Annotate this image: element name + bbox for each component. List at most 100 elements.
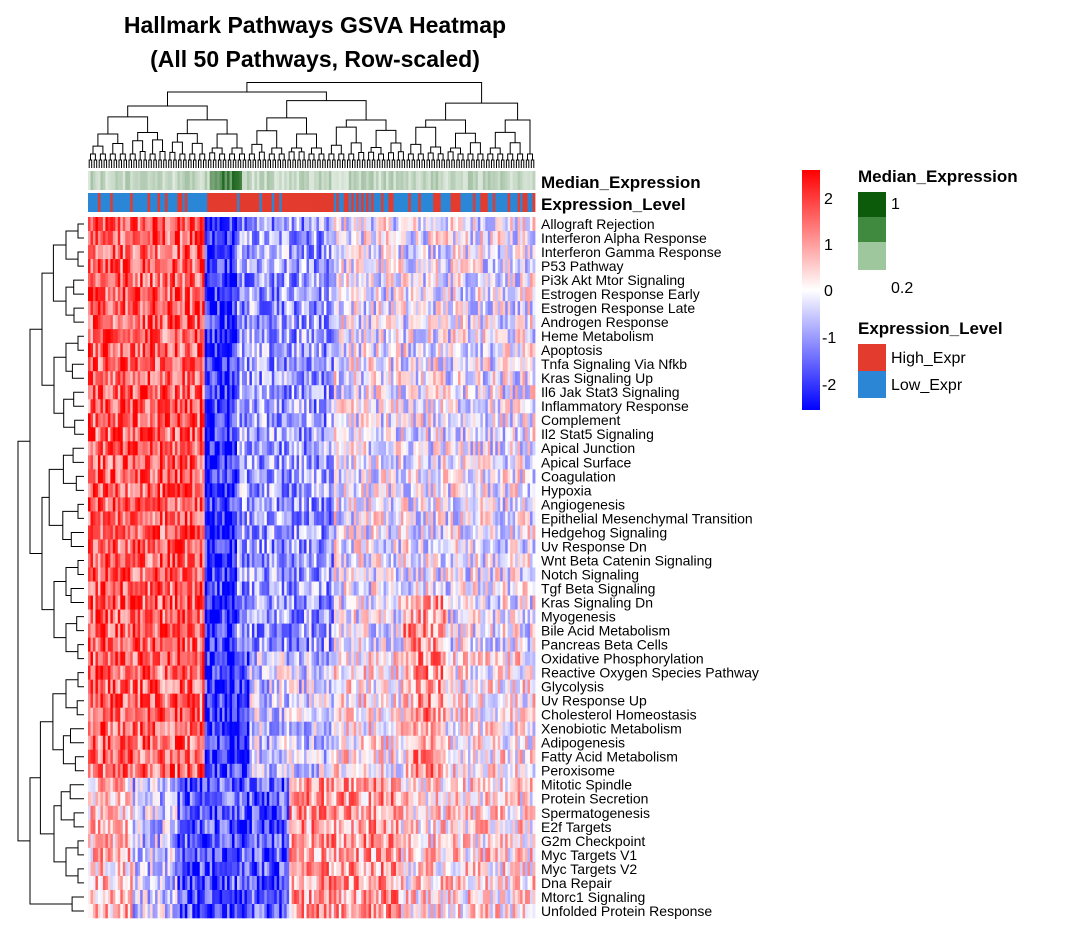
heatmap-cell: [241, 497, 245, 512]
heatmap-cell: [120, 371, 124, 386]
heatmap-cell: [105, 217, 109, 232]
heatmap-cell: [219, 483, 223, 498]
heatmap-cell: [204, 539, 208, 554]
expression-level-cell: [239, 193, 243, 212]
heatmap-cell: [234, 525, 238, 540]
heatmap-cell: [115, 455, 119, 470]
expression-level-cell: [274, 193, 278, 212]
dendrogram-branch: [77, 672, 84, 688]
heatmap-cell: [480, 301, 484, 316]
heatmap-cell: [279, 455, 283, 470]
heatmap-cell: [164, 399, 168, 414]
heatmap-cell: [279, 315, 283, 330]
heatmap-cell: [351, 287, 355, 302]
heatmap-cell: [480, 357, 484, 372]
heatmap-cell: [376, 343, 379, 358]
heatmap-cell: [140, 413, 144, 428]
heatmap-cell: [172, 553, 176, 568]
dendrogram-branch: [17, 440, 30, 842]
median-expression-cell: [428, 171, 432, 190]
heatmap-cell: [224, 469, 228, 484]
heatmap-cell: [418, 497, 422, 512]
heatmap-cell: [510, 315, 514, 330]
expression-level-cell: [403, 193, 407, 212]
heatmap-cell: [266, 245, 270, 260]
dendrogram-branch: [437, 153, 444, 160]
heatmap-cell: [423, 385, 427, 400]
heatmap-cell: [358, 273, 362, 288]
heatmap-cell: [117, 245, 121, 260]
heatmap-cell: [110, 413, 114, 428]
heatmap-cell: [202, 553, 206, 568]
heatmap-cell: [477, 441, 481, 456]
heatmap-cell: [351, 329, 355, 344]
expression-level-cell: [291, 193, 295, 212]
heatmap-cell: [443, 497, 446, 512]
heatmap-cell: [147, 371, 151, 386]
heatmap-cell: [366, 315, 370, 330]
heatmap-cell: [194, 399, 198, 414]
heatmap-cell: [455, 483, 459, 498]
heatmap-cell: [127, 245, 131, 260]
dendrogram-branch: [505, 159, 510, 168]
heatmap-cell: [507, 301, 511, 316]
heatmap-cell: [274, 287, 278, 302]
heatmap-cell: [512, 469, 516, 484]
heatmap-cell: [405, 231, 409, 246]
heatmap-cell: [299, 273, 302, 288]
heatmap-cell: [338, 217, 342, 232]
heatmap-cell: [122, 413, 126, 428]
expression-level-cell: [92, 193, 96, 212]
heatmap-cell: [475, 273, 479, 288]
heatmap-cell: [381, 455, 384, 470]
heatmap-cell: [117, 371, 121, 386]
median-expression-cell: [286, 171, 290, 190]
heatmap-cell: [227, 413, 230, 428]
heatmap-cell: [445, 287, 449, 302]
expression-level-cell: [194, 193, 198, 212]
heatmap-cell: [517, 315, 521, 330]
heatmap-cell: [160, 497, 163, 512]
heatmap-cell: [386, 245, 389, 260]
heatmap-cell: [167, 525, 171, 540]
heatmap-cell: [410, 525, 414, 540]
heatmap-cell: [363, 259, 367, 274]
expression-level-cell: [160, 193, 163, 212]
dendrogram-branch: [139, 151, 146, 160]
heatmap-cell: [234, 273, 238, 288]
heatmap-cell: [485, 427, 489, 442]
heatmap-cell: [259, 231, 263, 246]
heatmap-cell: [400, 455, 404, 470]
heatmap-cell: [328, 231, 332, 246]
heatmap-cell: [497, 315, 501, 330]
dendrogram-branch: [370, 147, 382, 154]
heatmap-cell: [346, 441, 350, 456]
heatmap-cell: [214, 315, 218, 330]
heatmap-cell: [269, 413, 273, 428]
heatmap-cell: [90, 259, 94, 274]
dendrogram-branch: [525, 159, 530, 168]
heatmap-cell: [117, 315, 121, 330]
heatmap-cell: [294, 371, 297, 386]
heatmap-cell: [294, 399, 297, 414]
heatmap-cell: [311, 455, 315, 470]
median-expression-cell: [353, 171, 357, 190]
heatmap-cell: [145, 385, 148, 400]
heatmap-cell: [301, 469, 305, 484]
median-expression-cell: [527, 171, 531, 190]
heatmap-cell: [410, 301, 414, 316]
heatmap-cell: [450, 427, 454, 442]
heatmap-cell: [286, 399, 290, 414]
expression-level-cell: [244, 193, 248, 212]
heatmap-cell: [246, 511, 250, 526]
heatmap-cell: [438, 357, 442, 372]
heatmap-cell: [323, 525, 327, 540]
heatmap-cell: [150, 385, 153, 400]
median-expression-cell: [393, 171, 397, 190]
heatmap-cell: [107, 525, 111, 540]
heatmap-cell: [313, 427, 317, 442]
expression-level-cell: [318, 193, 322, 212]
heatmap-cell: [497, 287, 501, 302]
heatmap-cell: [237, 259, 240, 274]
heatmap-cell: [92, 399, 96, 414]
